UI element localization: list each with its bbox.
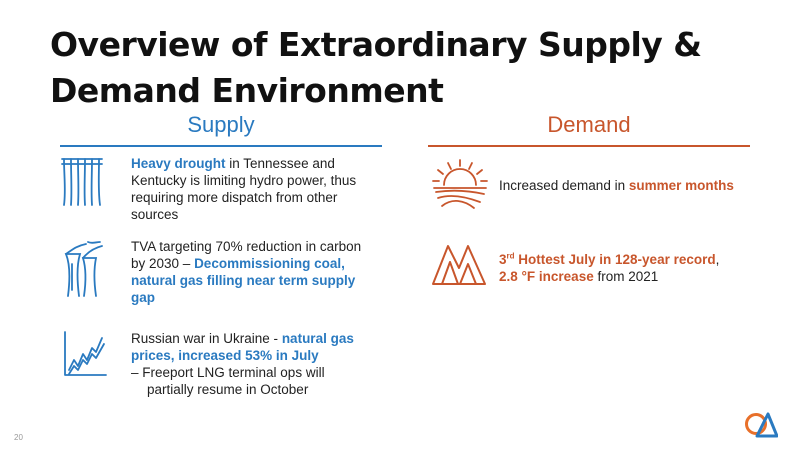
supply-item-drought-text: in Tennessee and Kentucky is limiting hy…	[131, 156, 357, 222]
demand-item-hottest-sup: rd	[506, 251, 515, 261]
supply-item-ukraine-highlight: natural gas prices, increased 53% in Jul…	[131, 331, 354, 363]
demand-item-summer-text: Increased demand in	[499, 178, 629, 193]
demand-item-hottest-highlight-c: 2.8 °F increase	[499, 269, 594, 284]
page-number: 20	[14, 433, 23, 442]
supply-item-drought-highlight: Heavy drought	[131, 156, 226, 171]
supply-item-drought: Heavy drought in Tennessee and Kentucky …	[131, 155, 371, 223]
supply-heading: Supply	[187, 112, 255, 137]
demand-item-summer-highlight: summer months	[628, 178, 734, 193]
sun-icon	[432, 159, 488, 209]
supply-divider	[60, 145, 382, 147]
supply-item-ukraine-text: Russian war in Ukraine -	[131, 331, 282, 346]
company-logo	[745, 412, 778, 438]
demand-item-hottest-highlight-a: 3	[499, 252, 507, 267]
supply-item-carbon-text: TVA targeting 70% reduction in carbon by…	[131, 239, 362, 271]
supply-item-carbon: TVA targeting 70% reduction in carbon by…	[131, 238, 371, 306]
demand-item-hottest-highlight-b: Hottest July in 128-year record	[514, 252, 716, 267]
supply-item-ukraine-sub: – Freeport LNG terminal ops will partial…	[131, 365, 325, 397]
supply-item-carbon-highlight: Decommissioning coal, natural gas fillin…	[131, 256, 356, 305]
dam-icon	[61, 158, 103, 206]
demand-divider	[428, 145, 750, 147]
rising-chart-icon	[64, 331, 107, 376]
demand-item-hottest-comma: ,	[715, 252, 720, 267]
power-plant-icon	[64, 241, 103, 297]
mountain-icon	[432, 245, 486, 285]
supply-item-ukraine: Russian war in Ukraine - natural gas pri…	[131, 330, 371, 398]
demand-heading: Demand	[547, 112, 631, 137]
demand-item-summer: Increased demand in summer months	[499, 177, 749, 194]
demand-item-hottest-text: from 2021	[593, 269, 659, 284]
demand-item-hottest: 3rd Hottest July in 128-year record, 2.8…	[499, 251, 749, 285]
slide-title: Overview of Extraordinary Supply & Deman…	[50, 25, 702, 110]
